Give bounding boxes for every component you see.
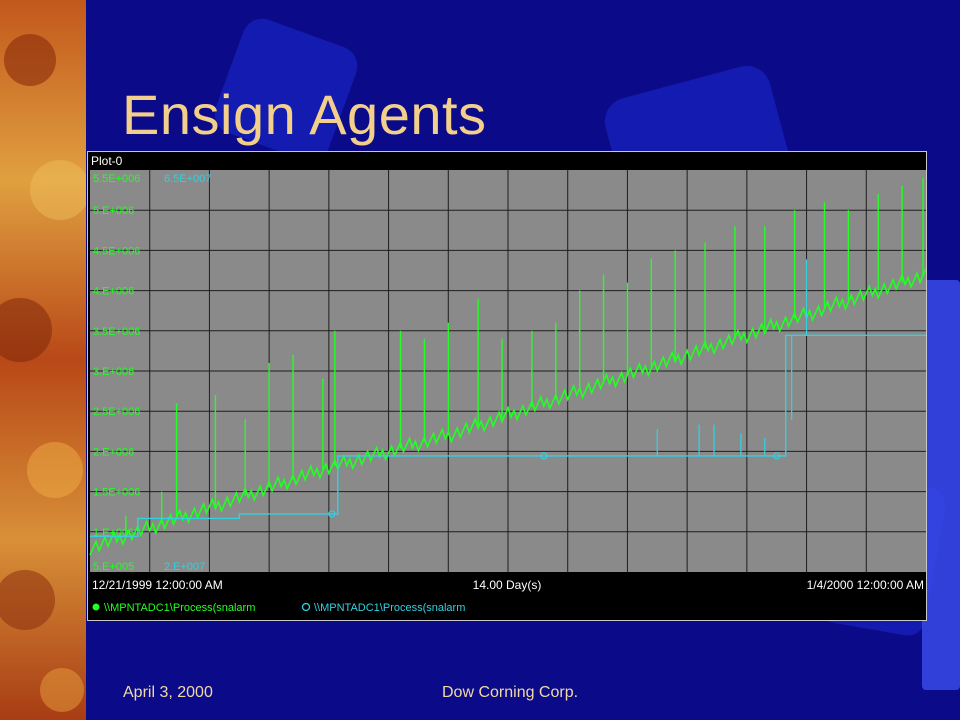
green-axis-tick-label: 4.E+006 [93,286,134,298]
green-axis-tick-label: 2.E+006 [93,446,134,458]
gear-decoration-strip [0,0,86,720]
green-axis-tick-label: 5.5E+006 [93,173,140,185]
green-axis-tick-label: 3.E+006 [93,366,134,378]
plot-chart: 5.5E+006 5.E+006 4.5E+006 4.E+006 3.5E+006 3.… [89,170,926,620]
footer-date: April 3, 2000 [123,684,213,701]
legend-label-cyan: \\MPNTADC1\Process(snalarm [314,602,465,614]
x-start-label: 12/21/1999 12:00:00 AM [92,578,223,592]
plot-window: 5.5E+006 5.E+006 4.5E+006 4.E+006 3.5E+006 3.… [87,151,927,621]
green-axis-tick-label: 5.E+005 [93,561,134,573]
grid-lines [90,170,926,572]
cyan-series [90,259,926,537]
x-axis-bar [90,572,926,620]
cyan-axis-labels: 6.5E+007 2.E+007 [164,173,211,573]
green-axis-tick-label: 5.E+006 [93,205,134,217]
slide-title: Ensign Agents [122,83,487,146]
legend-marker-green [92,603,100,611]
green-axis-tick-label: 3.5E+006 [93,326,140,338]
plot-title: Plot-0 [91,154,123,168]
cyan-series-marker [328,510,336,518]
legend-label-green: \\MPNTADC1\Process(snalarm [104,602,255,614]
cyan-series-step-line [90,334,926,537]
cyan-series-marker [773,452,781,460]
footer-company: Dow Corning Corp. [442,684,579,701]
cyan-axis-bottom-label: 2.E+007 [164,561,205,573]
cyan-series-marker [540,452,548,460]
green-axis-tick-label: 2.5E+006 [93,406,140,418]
x-span-label: 14.00 Day(s) [473,578,542,592]
legend-marker-cyan [301,602,311,612]
green-axis-tick-label: 1.5E+006 [93,487,140,499]
green-axis-tick-label: 4.5E+006 [93,245,140,257]
cyan-axis-top-label: 6.5E+007 [164,173,211,185]
green-series-baseline [89,268,926,556]
green-series [89,178,926,556]
x-end-label: 1/4/2000 12:00:00 AM [807,578,924,592]
